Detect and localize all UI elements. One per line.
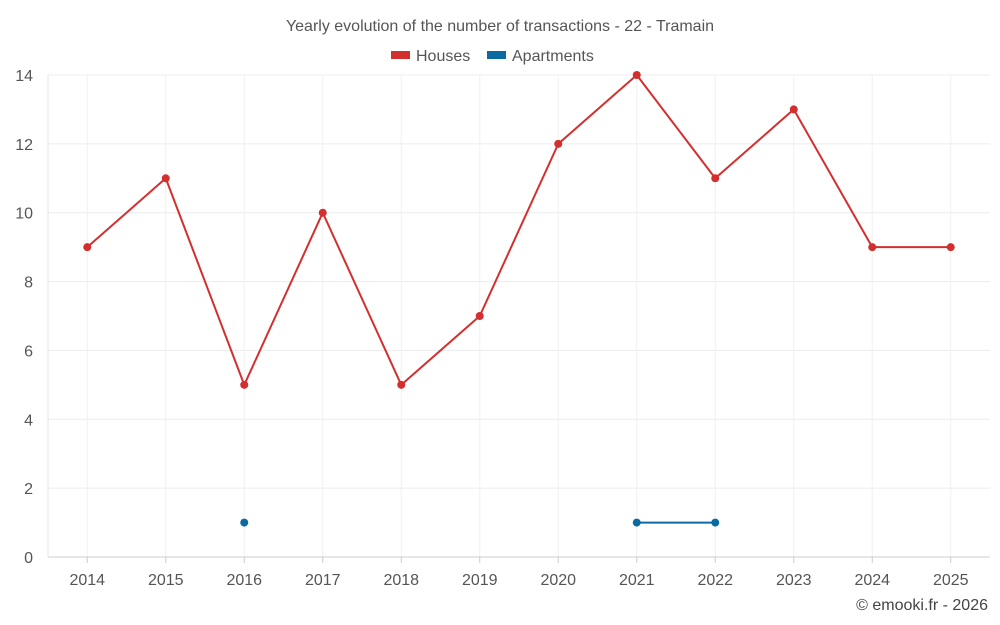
legend-item-houses[interactable]: Houses (391, 48, 470, 65)
y-tick-label: 8 (24, 275, 33, 292)
x-tick-label: 2016 (226, 572, 262, 589)
x-tick-label: 2017 (305, 572, 341, 589)
y-tick-label: 2 (24, 481, 33, 498)
x-axis-ticks: 2014 2015 2016 2017 2018 2019 2020 2021 2022 2023… (69, 572, 968, 589)
x-tick-label: 2014 (69, 572, 105, 589)
legend-swatch-apartments (487, 51, 506, 59)
series-apartments (240, 518, 720, 527)
legend-label-houses: Houses (416, 48, 470, 65)
data-point-houses[interactable] (318, 208, 327, 217)
x-tick-label: 2023 (776, 572, 812, 589)
legend-swatch-houses (391, 51, 410, 59)
data-point-apartments[interactable] (711, 518, 720, 527)
y-tick-label: 14 (15, 68, 33, 85)
x-tick-label: 2018 (383, 572, 419, 589)
series-layer (83, 71, 955, 527)
data-point-apartments[interactable] (240, 518, 249, 527)
legend-label-apartments: Apartments (512, 48, 594, 65)
data-point-houses[interactable] (161, 174, 170, 183)
data-point-houses[interactable] (946, 243, 955, 252)
grid (48, 74, 990, 557)
legend-item-apartments[interactable]: Apartments (487, 48, 594, 65)
x-tick-label: 2022 (697, 572, 733, 589)
y-tick-label: 4 (24, 412, 33, 429)
data-point-houses[interactable] (711, 174, 720, 183)
x-tick-label: 2024 (854, 572, 890, 589)
data-point-houses[interactable] (475, 312, 484, 320)
data-point-apartments[interactable] (632, 518, 641, 527)
chart-title: Yearly evolution of the number of transa… (286, 18, 714, 35)
y-axis-ticks: 0 2 4 6 8 10 12 14 (15, 68, 33, 567)
data-point-houses[interactable] (397, 380, 406, 389)
axes (47, 75, 990, 563)
series-houses (83, 71, 955, 389)
x-tick-label: 2019 (462, 572, 498, 589)
x-tick-label: 2021 (619, 572, 655, 589)
legend: Houses Apartments (391, 48, 594, 65)
y-tick-label: 0 (24, 550, 33, 567)
data-point-houses[interactable] (554, 139, 563, 148)
data-point-houses[interactable] (789, 105, 798, 114)
data-point-houses[interactable] (83, 243, 92, 252)
data-point-houses[interactable] (240, 380, 249, 389)
y-tick-label: 6 (24, 343, 33, 360)
x-tick-label: 2015 (148, 572, 184, 589)
data-point-houses[interactable] (632, 71, 641, 79)
credit-text: © emooki.fr - 2026 (856, 597, 988, 614)
x-tick-label: 2020 (540, 572, 576, 589)
y-tick-label: 12 (15, 137, 33, 154)
y-tick-label: 10 (15, 206, 33, 223)
data-point-houses[interactable] (868, 243, 877, 252)
x-tick-label: 2025 (933, 572, 969, 589)
series-line-houses (86, 74, 951, 386)
